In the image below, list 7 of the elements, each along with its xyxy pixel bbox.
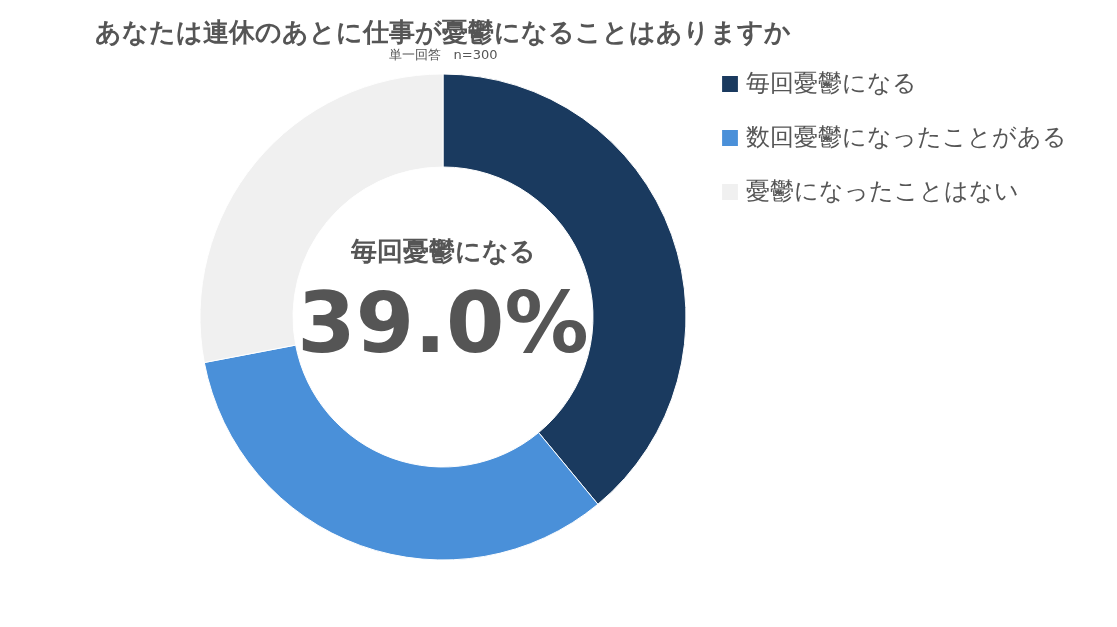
chart-title: あなたは連休のあとに仕事が憂鬱になることはありますか bbox=[95, 17, 791, 47]
legend-label: 毎回憂鬱になる bbox=[746, 69, 917, 97]
chart-subtitle: 単一回答 n=300 bbox=[388, 47, 498, 62]
text: 毎回憂鬱になる bbox=[349, 236, 536, 266]
text: 39.0% bbox=[297, 274, 589, 372]
legend-label: 数回憂鬱になったことがある bbox=[746, 123, 1067, 151]
legend-label: 憂鬱になったことはない bbox=[746, 177, 1019, 205]
